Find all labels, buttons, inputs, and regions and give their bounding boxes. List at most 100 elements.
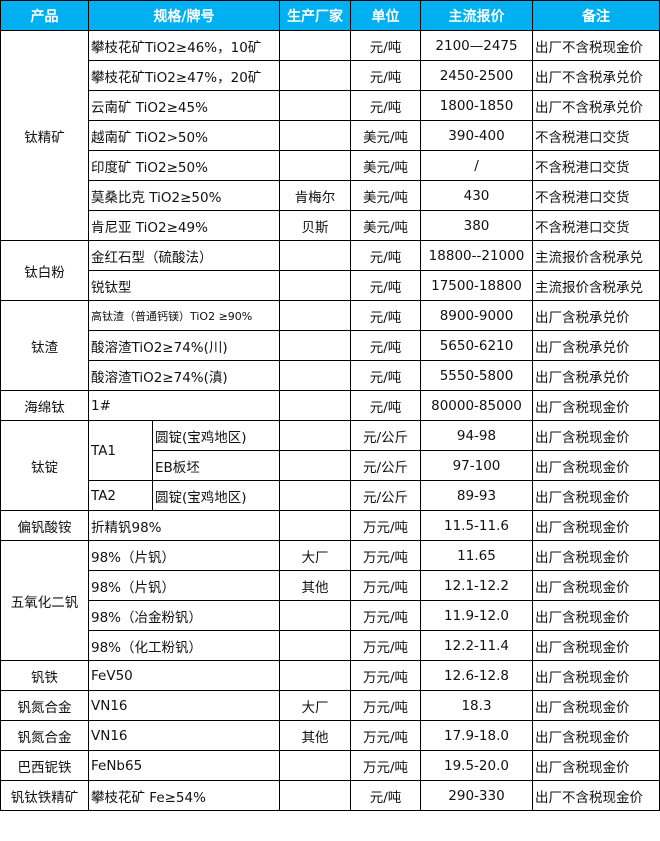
maker-cell	[279, 30, 351, 61]
note-cell: 不含税港口交货	[532, 150, 660, 181]
note-cell: 出厂含税现金价	[532, 510, 660, 541]
maker-cell: 其他	[279, 570, 351, 601]
maker-cell	[279, 390, 351, 421]
spec-cell: VN16	[88, 690, 280, 721]
product-cell: 钛白粉	[0, 240, 89, 301]
unit-cell: 美元/吨	[350, 180, 421, 211]
maker-cell	[279, 510, 351, 541]
table-row: 五氧化二钒 98%（片钒） 大厂 万元/吨 11.65 出厂含税现金价	[0, 540, 660, 661]
unit-cell: 万元/吨	[350, 630, 421, 661]
maker-cell	[279, 330, 351, 361]
header-price: 主流报价	[420, 0, 533, 31]
note-cell: 不含税港口交货	[532, 120, 660, 151]
maker-cell	[279, 60, 351, 91]
maker-cell	[279, 240, 351, 271]
product-cell: 钛渣	[0, 300, 89, 391]
table-row: 酸溶渣TiO2≥74%(川) 元/吨 5650-6210 出厂含税承兑价	[1, 330, 660, 361]
product-cell: 五氧化二钒	[0, 540, 89, 661]
maker-cell: 肯梅尔	[279, 180, 351, 211]
note-cell: 出厂含税现金价	[532, 750, 660, 781]
table-row: 印度矿 TiO2≥50% 美元/吨 / 不含税港口交货	[1, 150, 660, 181]
unit-cell: 元/吨	[350, 270, 421, 301]
maker-cell	[279, 360, 351, 391]
price-cell: 390-400	[420, 120, 533, 151]
unit-cell: 万元/吨	[350, 600, 421, 631]
unit-cell: 元/公斤	[350, 420, 421, 451]
unit-cell: 元/吨	[350, 240, 421, 271]
maker-cell	[279, 120, 351, 151]
maker-cell	[279, 420, 351, 451]
price-cell: 5650-6210	[420, 330, 533, 361]
maker-cell	[279, 480, 351, 511]
table-row: 钛白粉 金红石型（硫酸法） 元/吨 18800--21000 主流报价含税承兑	[0, 240, 660, 301]
note-cell: 出厂含税承兑价	[532, 300, 660, 331]
spec-cell: 圆锭(宝鸡地区)	[152, 420, 280, 451]
note-cell: 出厂含税现金价	[532, 690, 660, 721]
table-row: 钒铁 FeV50 万元/吨 12.6-12.8 出厂含税现金价	[0, 660, 660, 691]
maker-cell	[279, 780, 351, 811]
spec-cell: 折精钒98%	[88, 510, 280, 541]
note-cell: 出厂不含税现金价	[532, 780, 660, 811]
maker-cell	[279, 750, 351, 781]
product-cell: 钛锭	[0, 420, 89, 511]
note-cell: 出厂含税现金价	[532, 570, 660, 601]
price-cell: 8900-9000	[420, 300, 533, 331]
price-cell: 80000-85000	[420, 390, 533, 421]
maker-cell	[279, 600, 351, 631]
unit-cell: 元/吨	[350, 90, 421, 121]
note-cell: 出厂含税现金价	[532, 540, 660, 571]
maker-cell: 大厂	[279, 540, 351, 571]
unit-cell: 元/吨	[350, 60, 421, 91]
spec-cell: 98%（化工粉钒）	[88, 630, 280, 661]
maker-cell	[279, 90, 351, 121]
price-cell: 12.6-12.8	[420, 660, 533, 691]
price-cell: 2450-2500	[420, 60, 533, 91]
header-row: 产品 规格/牌号 生产厂家 单位 主流报价 备注	[0, 0, 660, 31]
table-row: 攀枝花矿TiO2≥47%，20矿 元/吨 2450-2500 出厂不含税承兑价	[1, 60, 660, 91]
spec-cell: 莫桑比克 TiO2≥50%	[88, 180, 280, 211]
note-cell: 不含税港口交货	[532, 210, 660, 241]
spec-cell: 金红石型（硫酸法）	[88, 240, 280, 271]
note-cell: 出厂含税承兑价	[532, 360, 660, 391]
unit-cell: 万元/吨	[350, 570, 421, 601]
note-cell: 主流报价含税承兑	[532, 270, 660, 301]
price-cell: 12.2-11.4	[420, 630, 533, 661]
maker-cell	[279, 630, 351, 661]
note-cell: 出厂不含税承兑价	[532, 60, 660, 91]
table-row: 98%（化工粉钒） 万元/吨 12.2-11.4 出厂含税现金价	[1, 630, 660, 661]
spec-cell: 98%（冶金粉钒）	[88, 600, 280, 631]
maker-cell: 大厂	[279, 690, 351, 721]
header-note: 备注	[532, 0, 660, 31]
table-row: 巴西铌铁 FeNb65 万元/吨 19.5-20.0 出厂含税现金价	[0, 750, 660, 781]
price-cell: /	[420, 150, 533, 181]
table-row: 云南矿 TiO2≥45% 元/吨 1800-1850 出厂不含税承兑价	[1, 90, 660, 121]
unit-cell: 元/吨	[350, 390, 421, 421]
unit-cell: 元/吨	[350, 780, 421, 811]
unit-cell: 万元/吨	[350, 540, 421, 571]
table-row: 钛精矿 攀枝花矿TiO2≥46%，10矿 元/吨 2100—2475 出厂不含税现金价	[0, 30, 660, 241]
unit-cell: 元/吨	[350, 360, 421, 391]
table-row: 莫桑比克 TiO2≥50% 肯梅尔 美元/吨 430 不含税港口交货	[1, 180, 660, 211]
price-cell: 1800-1850	[420, 90, 533, 121]
note-cell: 出厂含税现金价	[532, 630, 660, 661]
product-cell: 钒钛铁精矿	[0, 780, 89, 811]
unit-cell: 万元/吨	[350, 690, 421, 721]
price-cell: 97-100	[420, 450, 533, 481]
spec-cell: 高钛渣（普通钙镁）TiO2 ≥90%	[88, 300, 280, 331]
spec-cell: 云南矿 TiO2≥45%	[88, 90, 280, 121]
spec-cell: 肯尼亚 TiO2≥49%	[88, 210, 280, 241]
note-cell: 出厂含税现金价	[532, 600, 660, 631]
note-cell: 出厂含税现金价	[532, 420, 660, 451]
note-cell: 不含税港口交货	[532, 180, 660, 211]
unit-cell: 万元/吨	[350, 750, 421, 781]
table-row: 酸溶渣TiO2≥74%(滇) 元/吨 5550-5800 出厂含税承兑价	[1, 360, 660, 391]
spec-cell: 攀枝花矿TiO2≥46%，10矿	[88, 30, 280, 61]
spec-cell: 圆锭(宝鸡地区)	[152, 480, 280, 511]
spec-cell: EB板坯	[152, 450, 280, 481]
unit-cell: 元/公斤	[350, 450, 421, 481]
spec-cell: FeV50	[88, 660, 280, 691]
price-cell: 2100—2475	[420, 30, 533, 61]
note-cell: 出厂含税承兑价	[532, 330, 660, 361]
maker-cell: 其他	[279, 720, 351, 751]
price-cell: 17500-18800	[420, 270, 533, 301]
